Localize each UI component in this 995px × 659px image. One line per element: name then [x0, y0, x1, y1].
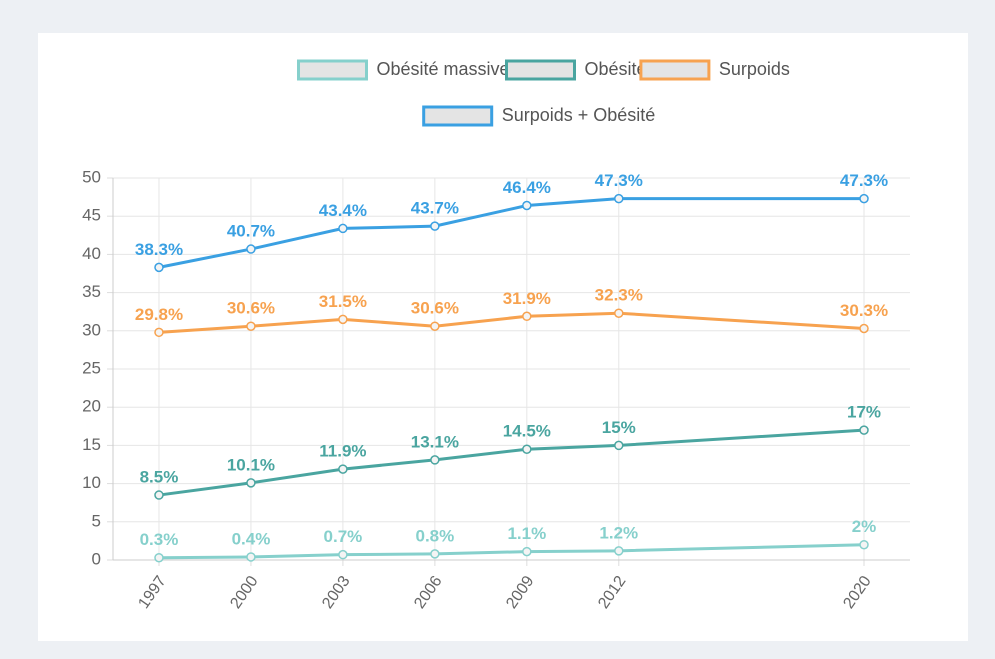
data-label: 13.1% — [411, 432, 459, 451]
legend-label: Obésité massive — [377, 59, 510, 79]
point — [614, 546, 624, 556]
data-label: 1.2% — [599, 523, 638, 542]
data-label: 30.3% — [840, 301, 888, 320]
data-label: 46.4% — [503, 178, 551, 197]
data-label: 1.1% — [507, 524, 546, 543]
y-tick-label: 15 — [82, 435, 101, 454]
point — [338, 464, 348, 474]
y-tick-label: 45 — [82, 206, 101, 225]
y-tick-label: 35 — [82, 282, 101, 301]
point — [154, 552, 164, 563]
point — [430, 221, 440, 231]
data-label: 40.7% — [227, 222, 275, 241]
point — [246, 244, 256, 254]
y-tick-label: 40 — [82, 244, 101, 263]
data-label: 0.7% — [324, 527, 363, 546]
point — [338, 549, 348, 560]
data-label: 17% — [847, 403, 881, 422]
point — [338, 314, 348, 325]
y-tick-label: 20 — [82, 397, 101, 416]
data-label: 0.3% — [140, 530, 179, 549]
legend-swatch — [639, 59, 711, 81]
point — [154, 327, 164, 338]
data-label: 43.7% — [411, 199, 459, 218]
point — [522, 200, 532, 211]
point — [614, 193, 624, 204]
point — [430, 321, 440, 331]
point — [154, 262, 164, 273]
point — [246, 478, 256, 488]
data-label: 30.6% — [411, 299, 459, 318]
data-label: 0.4% — [232, 529, 271, 548]
data-label: 8.5% — [140, 468, 179, 487]
data-label: 47.3% — [840, 171, 888, 190]
data-label: 0.8% — [415, 526, 454, 545]
data-label: 47.3% — [595, 171, 643, 190]
data-label: 2% — [852, 517, 877, 536]
data-label: 31.5% — [319, 292, 367, 311]
point — [430, 455, 440, 465]
point — [338, 223, 348, 234]
point — [859, 539, 869, 550]
point — [522, 444, 532, 454]
point — [246, 552, 256, 562]
data-label: 11.9% — [319, 442, 366, 461]
point — [859, 425, 869, 435]
legend-swatch — [297, 59, 368, 81]
data-label: 15% — [602, 418, 636, 437]
legend-swatch — [505, 59, 576, 81]
legend-label: Obésité — [585, 59, 647, 79]
data-label: 32.3% — [595, 286, 643, 305]
y-tick-label: 0 — [92, 549, 101, 568]
legend-label: Surpoids — [719, 59, 790, 79]
panel — [38, 33, 968, 641]
legend-swatch — [422, 105, 494, 127]
data-label: 43.4% — [319, 201, 367, 220]
data-label: 30.6% — [227, 299, 275, 318]
data-label: 29.8% — [135, 305, 183, 324]
data-label: 31.9% — [503, 289, 551, 308]
point — [614, 308, 624, 318]
point — [154, 490, 164, 500]
data-label: 38.3% — [135, 240, 183, 259]
y-tick-label: 10 — [82, 473, 101, 492]
point — [859, 193, 869, 204]
point — [246, 321, 256, 331]
data-label: 10.1% — [227, 455, 275, 474]
point — [859, 323, 869, 334]
point — [522, 311, 532, 322]
legend-label: Surpoids + Obésité — [502, 105, 656, 125]
y-tick-label: 50 — [82, 167, 101, 186]
point — [430, 549, 440, 559]
y-tick-label: 30 — [82, 320, 101, 339]
point — [614, 440, 624, 451]
y-tick-label: 25 — [82, 358, 101, 377]
y-tick-label: 5 — [92, 511, 101, 530]
data-label: 14.5% — [503, 422, 551, 441]
point — [522, 546, 532, 557]
